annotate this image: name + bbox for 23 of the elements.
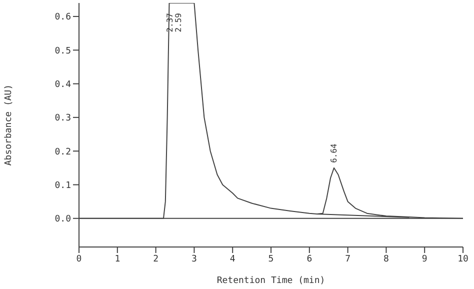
x-tick-label: 6	[306, 254, 312, 264]
x-tick-label: 5	[268, 254, 274, 264]
x-tick-label: 2	[153, 254, 159, 264]
y-tick-label: 0.6	[54, 12, 71, 23]
annotation: 2.59	[174, 12, 183, 32]
y-tick-label: 0.0	[54, 214, 71, 225]
x-tick-label: 9	[422, 254, 428, 264]
x-tick-label: 1	[114, 254, 120, 264]
x-tick-label: 8	[383, 254, 389, 264]
x-tick-label: 10	[458, 254, 468, 264]
x-tick-label: 4	[230, 254, 236, 264]
annotation: 6.64	[329, 143, 338, 163]
y-tick-label: 0.2	[54, 147, 71, 158]
annotation: 2.37	[166, 12, 175, 32]
x-tick-label: 0	[76, 254, 82, 264]
x-axis-title: Retention Time (min)	[216, 276, 326, 286]
y-axis-title: Absorbance (AU)	[4, 84, 14, 166]
y-tick-label: 0.1	[54, 180, 71, 191]
y-tick-label: 0.4	[54, 80, 71, 90]
x-tick-label: 3	[191, 254, 197, 264]
y-tick-label: 0.5	[54, 46, 71, 56]
x-tick-label: 7	[345, 254, 351, 264]
y-tick-label: 0.3	[54, 114, 71, 124]
